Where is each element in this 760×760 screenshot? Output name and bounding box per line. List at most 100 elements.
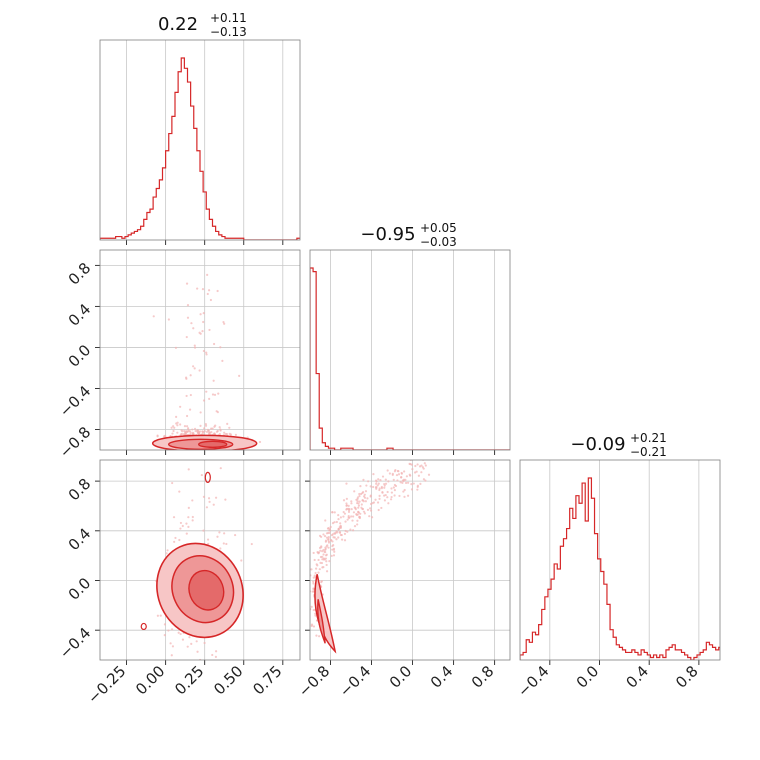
sample-point — [353, 490, 356, 493]
sample-point — [356, 519, 359, 522]
histogram-series — [310, 267, 510, 450]
sample-point — [423, 462, 426, 465]
sample-point — [213, 393, 217, 396]
sample-point — [352, 529, 355, 532]
sample-point — [369, 507, 372, 510]
sample-point — [331, 511, 334, 514]
sample-point — [339, 522, 342, 525]
sample-point — [175, 415, 178, 418]
y-tick-label: −0.4 — [56, 624, 94, 662]
sample-point — [219, 428, 222, 431]
sample-point — [201, 288, 205, 291]
x-tick-label: 0.0 — [573, 662, 603, 692]
sample-point — [224, 498, 227, 501]
sample-point — [356, 523, 359, 526]
sample-point — [186, 645, 189, 648]
sample-point — [335, 538, 338, 541]
sample-point — [202, 529, 205, 532]
sample-point — [375, 482, 378, 485]
sample-point — [366, 508, 370, 511]
sample-point — [343, 532, 347, 536]
corner-panels: 0.22 +0.11−0.13−0.95 +0.05−0.03−0.09 +0.21−… — [56, 11, 721, 707]
sample-point — [228, 426, 231, 429]
sample-point — [312, 625, 316, 628]
sample-point — [345, 508, 348, 511]
sample-point — [337, 528, 340, 531]
sample-point — [337, 514, 340, 517]
sample-point — [346, 530, 349, 533]
sample-point — [345, 482, 348, 485]
sample-point — [372, 485, 375, 489]
sample-point — [340, 533, 343, 537]
x-tick-label: −0.4 — [514, 662, 552, 700]
sample-point — [164, 434, 167, 437]
sample-point — [347, 504, 350, 507]
sample-point — [206, 292, 209, 296]
sample-point — [320, 580, 323, 583]
sample-point — [179, 423, 182, 426]
sample-point — [330, 538, 333, 542]
sample-point — [325, 532, 329, 535]
y-tick-label: 0.0 — [65, 574, 95, 604]
sample-point — [317, 571, 320, 574]
sample-point — [234, 533, 237, 537]
sample-point — [321, 558, 324, 561]
sample-point — [196, 650, 199, 653]
sample-point — [319, 549, 322, 552]
sample-point — [372, 473, 375, 476]
panel-title-plus: +0.05 — [420, 221, 457, 235]
sample-point — [427, 456, 429, 458]
contour-inner — [188, 569, 225, 611]
scatter-panel-2 — [95, 459, 301, 665]
sample-point — [191, 428, 194, 431]
sample-point — [167, 629, 170, 632]
sample-point — [320, 561, 324, 565]
sample-point — [186, 316, 190, 319]
sample-point — [350, 500, 353, 503]
sample-point — [229, 433, 233, 436]
sample-point — [218, 426, 221, 429]
sample-point — [408, 473, 411, 476]
sample-point — [222, 542, 225, 545]
sample-point — [357, 506, 360, 509]
sample-point — [318, 635, 321, 638]
sample-point — [219, 547, 222, 550]
x-tick-label: −0.4 — [336, 662, 374, 700]
sample-point — [159, 614, 162, 617]
sample-point — [240, 559, 243, 562]
panel-frame — [99, 249, 301, 451]
sample-point — [185, 425, 189, 428]
sample-point — [400, 471, 403, 475]
sample-point — [171, 481, 174, 485]
sample-point — [310, 568, 313, 571]
sample-point — [340, 538, 344, 541]
x-tick-label: 0.25 — [171, 662, 207, 698]
x-tick-label: −0.8 — [295, 662, 333, 700]
sample-point — [325, 553, 328, 556]
sample-point — [210, 427, 213, 430]
contour-outer — [314, 574, 337, 654]
sample-point — [208, 397, 211, 401]
sample-point — [390, 487, 393, 490]
sample-point — [374, 498, 377, 501]
sample-point — [206, 273, 209, 276]
histogram-series — [520, 477, 720, 660]
sample-point — [365, 484, 368, 487]
panel-frame — [309, 459, 511, 661]
sample-point — [206, 538, 210, 541]
scatter-content — [151, 273, 262, 450]
sample-point — [174, 536, 177, 540]
sample-point — [337, 536, 340, 539]
sample-point — [395, 473, 399, 477]
sample-point — [187, 430, 190, 433]
sample-point — [323, 550, 326, 553]
sample-point — [185, 532, 188, 535]
sample-point — [250, 542, 253, 546]
sample-point — [234, 433, 237, 436]
sample-point — [187, 468, 190, 471]
sample-point — [403, 495, 406, 498]
sample-point — [312, 582, 315, 585]
scatter-content — [140, 467, 253, 660]
sample-point — [343, 539, 347, 542]
sample-point — [361, 507, 365, 511]
